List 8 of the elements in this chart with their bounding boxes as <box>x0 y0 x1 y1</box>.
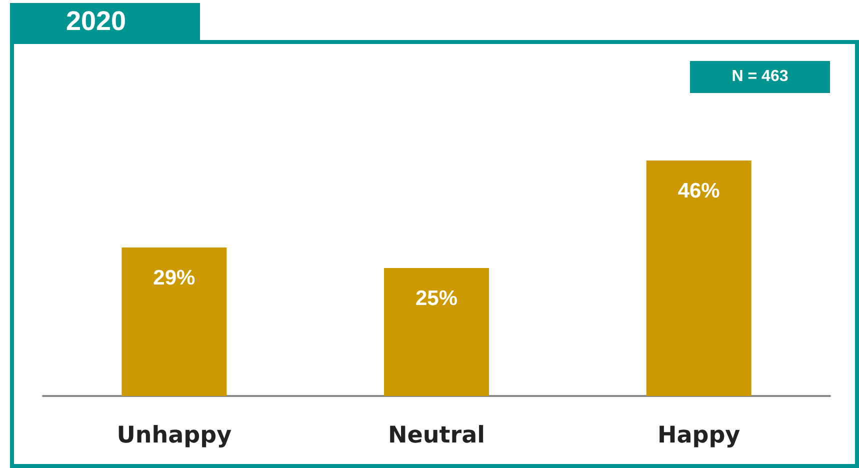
data-label: 46% <box>678 179 720 202</box>
x-tick-label: Unhappy <box>116 422 232 448</box>
chart-title: 2020 <box>10 3 200 40</box>
text: N = 463 <box>690 61 830 93</box>
data-label: 29% <box>153 266 196 290</box>
x-tick-label: Neutral <box>388 422 485 448</box>
x-tick-label: Happy <box>657 422 740 448</box>
data-label: 25% <box>415 287 458 310</box>
